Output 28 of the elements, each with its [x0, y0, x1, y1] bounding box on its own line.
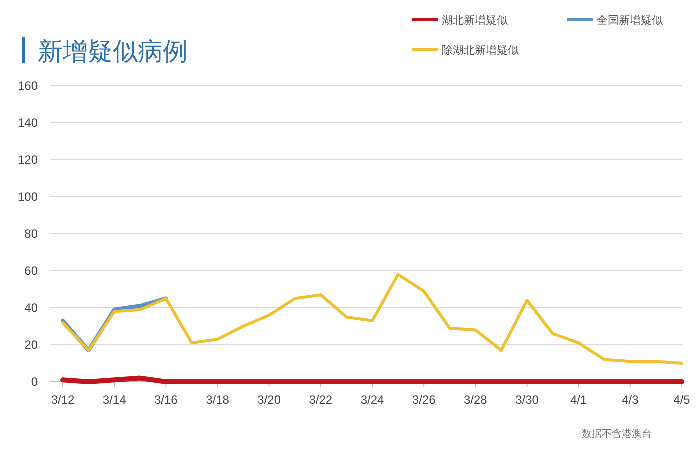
legend-label: 湖北新增疑似: [442, 14, 508, 27]
text: 数据不含港澳台: [582, 428, 652, 440]
x-tick-label: 3/16: [154, 393, 178, 407]
legend-label: 全国新增疑似: [597, 14, 663, 27]
x-tick-label: 3/14: [102, 393, 127, 407]
y-tick-label: 60: [24, 264, 38, 278]
x-tick-label: 3/28: [464, 393, 488, 407]
x-tick-label: 3/24: [360, 393, 384, 407]
x-tick-label: 3/18: [206, 393, 230, 407]
y-tick-label: 140: [18, 116, 38, 130]
x-tick-label: 4/1: [570, 393, 588, 407]
line-series: [62, 273, 684, 365]
x-tick-label: 4/3: [622, 393, 640, 407]
x-tick-label: 3/22: [309, 393, 333, 407]
x-tick-label: 4/5: [674, 393, 691, 407]
y-tick-label: 40: [24, 301, 38, 316]
y-tick-label: 100: [18, 190, 38, 204]
y-tick-label: 80: [24, 227, 38, 242]
y-tick-label: 0: [31, 375, 38, 390]
x-tick-label: 3/26: [412, 393, 436, 407]
x-tick-label: 3/12: [51, 393, 75, 407]
y-tick-label: 120: [18, 153, 38, 168]
y-tick-label: 20: [24, 338, 38, 352]
x-tick-label: 3/30: [516, 393, 540, 407]
x-tick-label: 3/20: [258, 393, 282, 407]
chart-title: 新增疑似病例: [38, 38, 188, 66]
y-tick-label: 160: [18, 79, 38, 94]
legend-label: 除湖北新增疑似: [442, 44, 519, 57]
